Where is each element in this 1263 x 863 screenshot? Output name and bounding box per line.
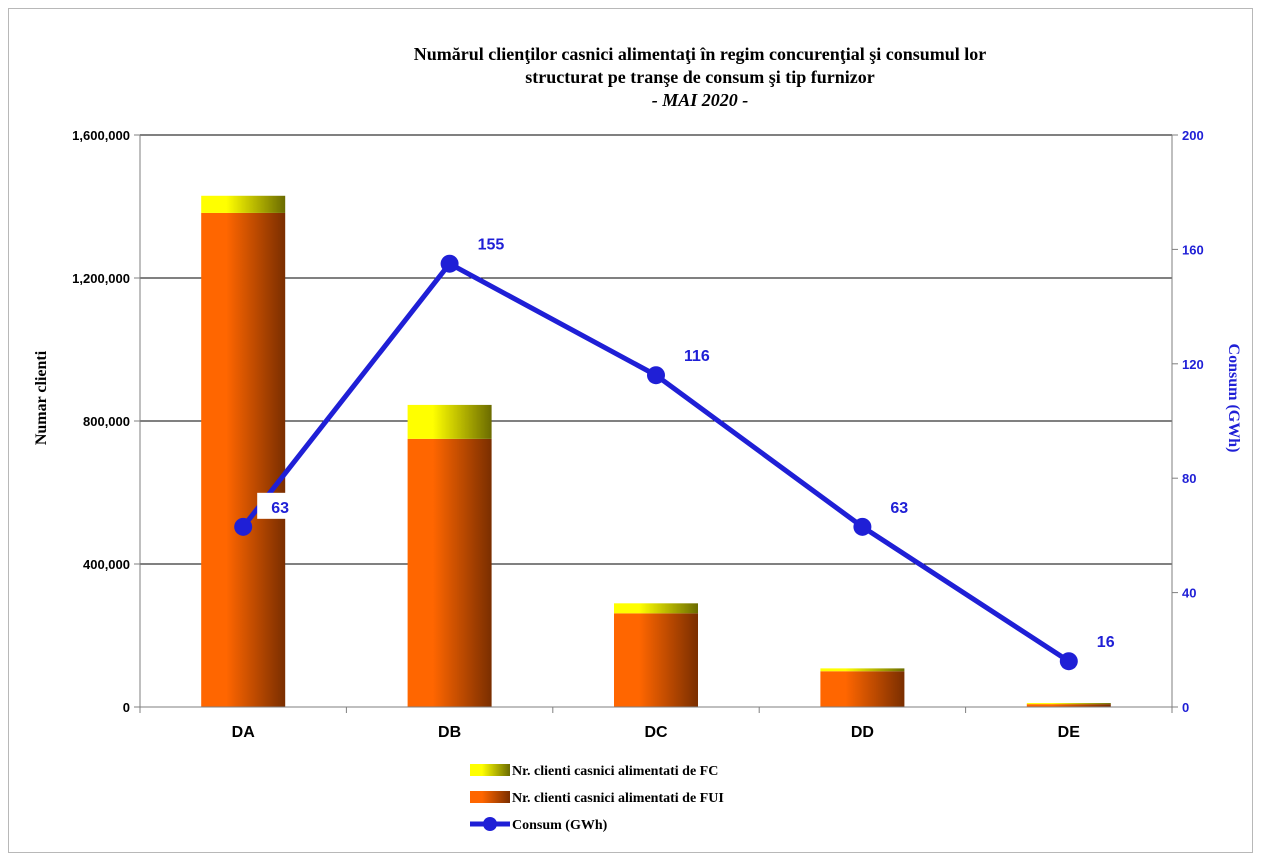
y-right-tick-label: 120 <box>1182 357 1204 372</box>
legend: Nr. clienti casnici alimentati de FC Nr. … <box>470 764 724 833</box>
bar-fc-dc <box>614 603 698 614</box>
y-left-tick-label: 400,000 <box>83 557 130 572</box>
legend-swatch-fui <box>470 791 510 803</box>
bar-fui-dc <box>614 613 698 707</box>
y-right-tick-label: 0 <box>1182 700 1189 715</box>
legend-swatch-consum-marker <box>483 817 497 831</box>
category-labels: DA DB DC DD DE <box>232 724 1081 741</box>
data-label-da: 63 <box>271 500 289 517</box>
category-label-dd: DD <box>851 724 874 741</box>
consum-point-db <box>440 254 459 273</box>
y-right-tick-label: 80 <box>1182 471 1196 486</box>
bar-fui-db <box>407 438 492 707</box>
chart-title-line-3: - MAI 2020 - <box>652 90 749 110</box>
bar-fc-da <box>201 195 286 213</box>
consum-line <box>241 261 1071 664</box>
legend-label-fc: Nr. clienti casnici alimentati de FC <box>512 764 718 779</box>
data-label-de: 16 <box>1097 634 1115 651</box>
y-left-tick-label: 800,000 <box>83 414 130 429</box>
y-left-tick-label: 0 <box>123 700 130 715</box>
y-right-tick-label: 200 <box>1182 128 1204 143</box>
bar-fc-de <box>1026 703 1111 705</box>
consum-point-dd <box>853 517 872 536</box>
bar-fc-db <box>407 404 492 439</box>
bar-fui-dd <box>820 671 905 707</box>
data-label-bg <box>257 492 296 519</box>
y-left-tick-label: 1,200,000 <box>72 271 130 286</box>
data-label-db: 155 <box>478 237 505 254</box>
data-label-layer: 63 155 116 63 16 <box>257 237 1115 651</box>
data-label-dc: 116 <box>684 348 710 365</box>
chart-title-line-1: Numărul clienţilor casnici alimentaţi în… <box>414 44 986 64</box>
data-label-dd: 63 <box>890 500 908 517</box>
category-label-da: DA <box>232 724 256 741</box>
axes <box>134 134 1178 713</box>
y-left-axis-title: Numar clienti <box>33 350 50 445</box>
chart-title-line-2: structurat pe tranşe de consum şi tip fu… <box>525 67 874 87</box>
legend-label-consum: Consum (GWh) <box>512 818 608 833</box>
category-label-dc: DC <box>644 724 668 741</box>
consum-point-da <box>234 517 253 536</box>
y-right-tick-label: 40 <box>1182 586 1196 601</box>
y-right-axis-title: Consum (GWh) <box>1225 344 1242 453</box>
bar-fui-da <box>201 212 286 707</box>
consum-point-dc <box>647 366 665 385</box>
right-axis-ticks: 0 40 80 120 160 200 <box>1182 128 1204 715</box>
category-label-de: DE <box>1058 724 1081 741</box>
legend-swatch-fc <box>470 764 510 776</box>
bars <box>201 195 1111 707</box>
bar-fc-dd <box>820 668 905 672</box>
legend-label-fui: Nr. clienti casnici alimentati de FUI <box>512 791 724 806</box>
consum-line-layer <box>234 254 1078 671</box>
consum-point-de <box>1059 652 1078 671</box>
gridlines <box>140 134 1172 565</box>
left-axis-ticks: 0 400,000 800,000 1,200,000 1,600,000 <box>72 128 130 715</box>
y-right-tick-label: 160 <box>1182 242 1204 257</box>
y-left-tick-label: 1,600,000 <box>72 128 130 143</box>
category-label-db: DB <box>438 724 461 741</box>
bar-fui-de <box>1026 704 1111 707</box>
